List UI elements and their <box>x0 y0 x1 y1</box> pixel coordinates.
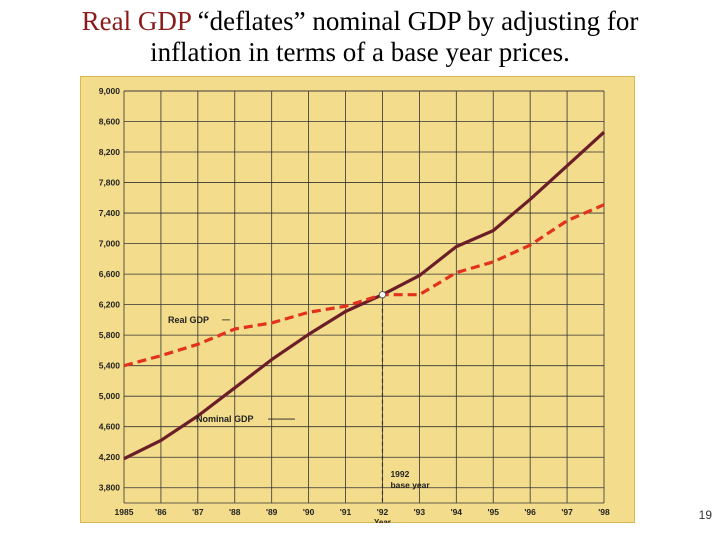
real-gdp-label: Real GDP <box>168 315 209 325</box>
title-line-2: inflation in terms of a base year prices… <box>150 37 570 67</box>
chart-background <box>79 75 636 524</box>
y-tick-label: 7,800 <box>99 178 121 188</box>
x-tick-label: '92 <box>377 507 389 517</box>
x-tick-label: 1985 <box>115 507 134 517</box>
x-tick-label: '89 <box>266 507 278 517</box>
x-tick-label: '87 <box>192 507 204 517</box>
x-tick-label: '94 <box>451 507 463 517</box>
x-tick-label: '88 <box>229 507 241 517</box>
title-line-1-rest: “deflates” nominal GDP by adjusting for <box>190 6 639 36</box>
y-tick-label: 4,600 <box>99 422 121 432</box>
x-tick-label: '93 <box>414 507 426 517</box>
x-axis-label: Year <box>374 518 391 523</box>
y-tick-label: 5,800 <box>99 330 121 340</box>
base-year-label-text: base year <box>390 480 430 490</box>
page-number: 19 <box>698 508 712 522</box>
real-gdp-line <box>123 203 605 368</box>
x-tick-label: '86 <box>155 507 167 517</box>
x-tick-label: '95 <box>487 507 499 517</box>
nominal-gdp-line <box>123 131 606 461</box>
title-line-1: Real GDP “deflates” nominal GDP by adjus… <box>0 6 720 37</box>
x-tick-label: '97 <box>561 507 573 517</box>
title-accent: Real GDP <box>81 6 191 36</box>
x-tick-label: '96 <box>524 507 536 517</box>
x-tick-label: '90 <box>303 507 315 517</box>
y-tick-label: 5,000 <box>99 391 121 401</box>
gdp-chart: 3,800 4,200 4,600 5,000 5,400 5,800 6,200 6,600… <box>79 75 636 527</box>
chart-svg: 3,800 4,200 4,600 5,000 5,400 5,800 6,200 6,600… <box>79 75 636 527</box>
y-tick-label: 3,800 <box>99 483 121 493</box>
axis-ticks: 3,800 4,200 4,600 5,000 5,400 5,800 6,200 6,600… <box>99 86 610 527</box>
base-year-point <box>378 291 387 299</box>
grid-lines <box>123 90 605 504</box>
base-year-label-year: 1992 <box>390 469 409 479</box>
x-tick-label: '98 <box>598 507 610 517</box>
y-tick-label: 9,000 <box>99 86 121 96</box>
y-tick-label: 6,200 <box>99 300 121 310</box>
y-tick-label: 6,600 <box>99 269 121 279</box>
series-labels: Real GDP Nominal GDP <box>168 315 295 424</box>
nominal-gdp-label: Nominal GDP <box>196 414 254 424</box>
y-tick-label: 7,400 <box>99 208 121 218</box>
y-tick-label: 8,600 <box>99 117 121 127</box>
y-tick-label: 4,200 <box>99 452 121 462</box>
y-tick-label: 7,000 <box>99 239 121 249</box>
y-tick-label: 8,200 <box>99 147 121 157</box>
slide-title: Real GDP “deflates” nominal GDP by adjus… <box>0 6 720 68</box>
x-tick-label: '91 <box>340 507 352 517</box>
series-lines <box>123 131 606 461</box>
y-tick-label: 5,400 <box>99 361 121 371</box>
